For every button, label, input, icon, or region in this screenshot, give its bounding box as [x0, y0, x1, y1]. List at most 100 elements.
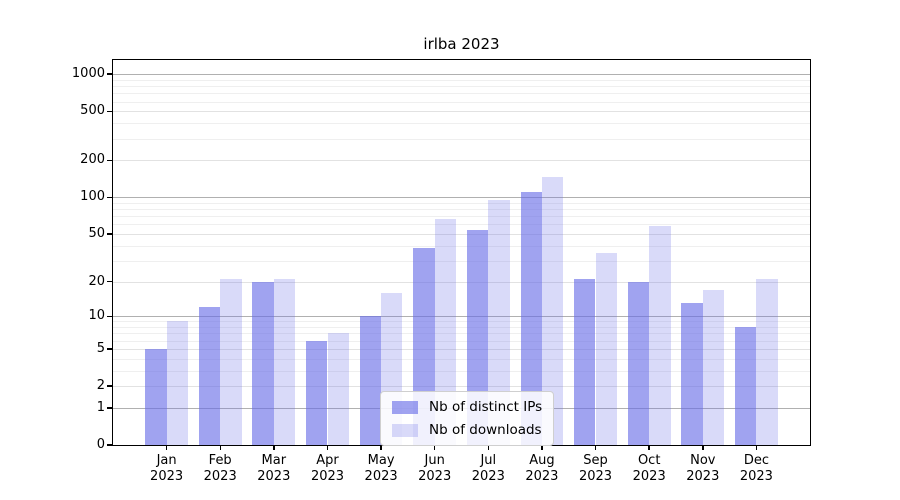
- y-tick-mark: [107, 315, 113, 317]
- bar-sep-distinct-ips: [574, 279, 596, 445]
- gridline-faint: [113, 93, 810, 95]
- bar-feb-downloads: [220, 279, 242, 445]
- y-tick-label: 1000: [71, 66, 105, 82]
- y-tick-mark: [107, 407, 113, 409]
- bar-apr-downloads: [327, 333, 349, 445]
- gridline-major: [113, 74, 810, 76]
- x-tick-label: Jun 2023: [418, 453, 452, 484]
- bar-jan-distinct-ips: [145, 348, 167, 445]
- x-tick-label: Mar 2023: [257, 453, 291, 484]
- y-tick-mark: [107, 348, 113, 350]
- bar-apr-distinct-ips: [306, 340, 328, 445]
- y-tick-mark: [107, 444, 113, 446]
- bar-oct-downloads: [649, 226, 671, 445]
- chart-title: irlba 2023: [423, 35, 500, 53]
- x-tick-label: Nov 2023: [686, 453, 720, 484]
- x-tick-mark: [648, 445, 650, 450]
- x-tick-mark: [326, 445, 329, 450]
- x-tick-label: Aug 2023: [525, 453, 559, 484]
- gridline-minor: [113, 111, 810, 113]
- legend-swatch-distinct-ips: [392, 400, 418, 414]
- y-tick-label: 1: [96, 399, 105, 415]
- x-tick-mark: [487, 445, 490, 450]
- y-tick-label: 200: [80, 152, 105, 168]
- bar-nov-distinct-ips: [681, 303, 703, 445]
- x-tick-label: Feb 2023: [203, 453, 237, 484]
- gridline-minor: [113, 348, 810, 350]
- gridline-major: [113, 197, 810, 199]
- gridline-faint: [113, 327, 810, 328]
- y-tick-label: 10: [88, 308, 105, 324]
- y-tick-mark: [107, 110, 113, 112]
- y-tick-mark: [107, 73, 113, 75]
- gridline-faint: [113, 202, 810, 204]
- y-tick-label: 0: [96, 437, 105, 452]
- y-tick-label: 50: [88, 225, 105, 241]
- gridline-faint: [113, 86, 810, 87]
- x-tick-label: Oct 2023: [632, 453, 666, 484]
- x-tick-mark: [380, 445, 382, 450]
- x-tick-mark: [273, 445, 275, 450]
- gridline-faint: [113, 216, 810, 218]
- y-tick-mark: [107, 280, 113, 283]
- legend: Nb of distinct IPs Nb of downloads: [380, 391, 555, 446]
- x-tick-mark: [433, 445, 436, 450]
- legend-row-distinct-ips: Nb of distinct IPs: [392, 399, 542, 415]
- y-tick-mark: [107, 196, 113, 198]
- bar-mar-downloads: [273, 279, 296, 445]
- bar-sep-downloads: [595, 252, 617, 445]
- gridline-faint: [113, 101, 810, 103]
- bar-dec-downloads: [756, 279, 778, 445]
- gridline-minor: [113, 233, 810, 235]
- y-tick-mark: [107, 233, 113, 235]
- gridline-minor: [113, 281, 810, 283]
- gridline-faint: [113, 260, 810, 262]
- gridline-faint: [113, 79, 810, 81]
- bar-may-distinct-ips: [359, 316, 382, 445]
- bar-feb-distinct-ips: [198, 307, 221, 445]
- y-tick-label: 5: [96, 340, 105, 356]
- x-tick-mark: [541, 445, 543, 450]
- gridline-faint: [113, 224, 810, 226]
- y-tick-label: 2: [96, 378, 105, 393]
- legend-row-downloads: Nb of downloads: [392, 422, 542, 438]
- gridline-faint: [113, 123, 810, 125]
- y-tick-mark: [107, 385, 113, 387]
- bar-aug-distinct-ips: [520, 192, 542, 445]
- y-tick-label: 500: [80, 103, 105, 119]
- x-tick-mark: [702, 445, 704, 450]
- x-tick-mark: [755, 445, 758, 450]
- y-tick-mark: [107, 159, 113, 161]
- gridline-faint: [113, 209, 810, 211]
- x-tick-mark: [219, 445, 221, 450]
- gridline-minor: [113, 386, 810, 387]
- gridline-major: [113, 316, 810, 318]
- legend-label-downloads: Nb of downloads: [429, 422, 542, 438]
- x-tick-label: Dec 2023: [739, 453, 773, 484]
- x-tick-mark: [594, 445, 597, 450]
- y-tick-label: 20: [88, 273, 105, 289]
- legend-swatch-downloads: [392, 423, 418, 437]
- gridline-faint: [113, 370, 810, 372]
- bar-jul-downloads: [488, 199, 510, 445]
- x-tick-mark: [165, 445, 168, 450]
- bar-mar-distinct-ips: [252, 281, 274, 445]
- bar-jun-downloads: [434, 218, 457, 445]
- y-tick-label: 100: [80, 189, 105, 205]
- gridline-faint: [113, 138, 810, 140]
- x-tick-label: Apr 2023: [310, 453, 345, 484]
- bar-jan-downloads: [166, 321, 188, 445]
- plot-area: Nb of distinct IPs Nb of downloads: [112, 59, 811, 446]
- x-tick-label: Sep 2023: [578, 453, 613, 484]
- gridline-faint: [113, 245, 810, 247]
- x-tick-label: Jan 2023: [150, 453, 184, 484]
- bar-dec-distinct-ips: [735, 327, 757, 445]
- gridline-faint: [113, 340, 810, 342]
- legend-label-distinct-ips: Nb of distinct IPs: [429, 399, 543, 415]
- gridline-faint: [113, 358, 810, 360]
- gridline-faint: [113, 321, 810, 323]
- x-tick-label: Jul 2023: [471, 453, 505, 484]
- gridline-faint: [113, 333, 810, 335]
- gridline-minor: [113, 160, 810, 162]
- bar-aug-downloads: [541, 177, 564, 445]
